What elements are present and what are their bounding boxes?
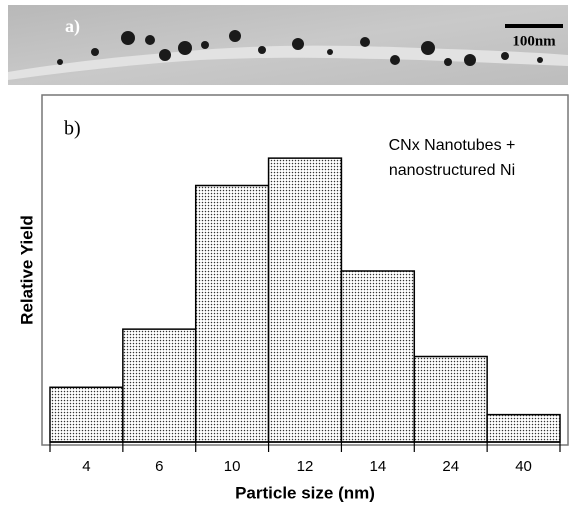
bar [194,184,270,443]
x-tick-label: 24 [442,458,459,475]
micrograph: a) 100nm [8,5,568,85]
annotation: CNx Nanotubes + [389,137,516,154]
x-tick-label: 14 [370,458,387,475]
bar [340,270,416,443]
x-tick-label: 40 [515,458,532,475]
micrograph-background [8,5,568,85]
bar [122,328,197,443]
bar [267,157,343,443]
bar [49,386,124,443]
panel-a-label: a) [65,16,80,37]
x-axis-title: Particle size (nm) [235,483,375,502]
y-axis-title: Relative Yield [17,215,36,325]
particles [57,30,543,66]
x-tick-label: 6 [155,458,163,475]
x-tick-label: 4 [82,458,90,475]
panel-b-label: b) [64,118,81,140]
annotation: nanostructured Ni [389,162,515,179]
panel-frame [41,94,569,446]
x-tick-label: 10 [224,458,241,475]
scale-bar [505,24,563,28]
scale-bar-label: 100nm [512,33,556,49]
bar [413,355,488,443]
bar [486,413,561,443]
x-tick-label: 12 [297,458,314,475]
